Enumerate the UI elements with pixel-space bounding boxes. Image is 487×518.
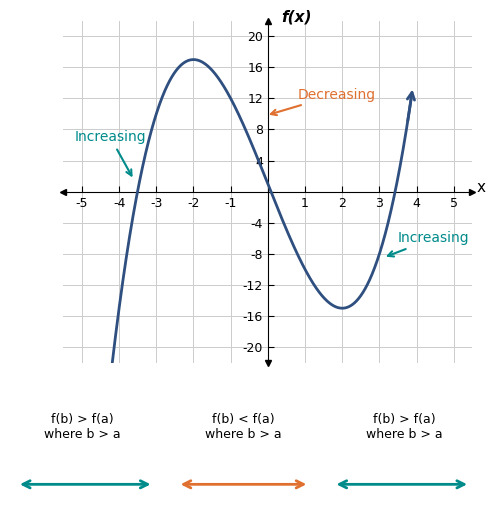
Text: f(x): f(x) xyxy=(281,10,311,24)
Text: Increasing: Increasing xyxy=(75,130,146,176)
Text: Increasing: Increasing xyxy=(388,231,469,256)
Text: x: x xyxy=(476,180,485,195)
Text: Decreasing: Decreasing xyxy=(271,88,376,115)
Text: f(b) > f(a)
where b > a: f(b) > f(a) where b > a xyxy=(44,413,121,441)
Text: f(b) < f(a)
where b > a: f(b) < f(a) where b > a xyxy=(205,413,282,441)
Text: f(b) > f(a)
where b > a: f(b) > f(a) where b > a xyxy=(366,413,443,441)
